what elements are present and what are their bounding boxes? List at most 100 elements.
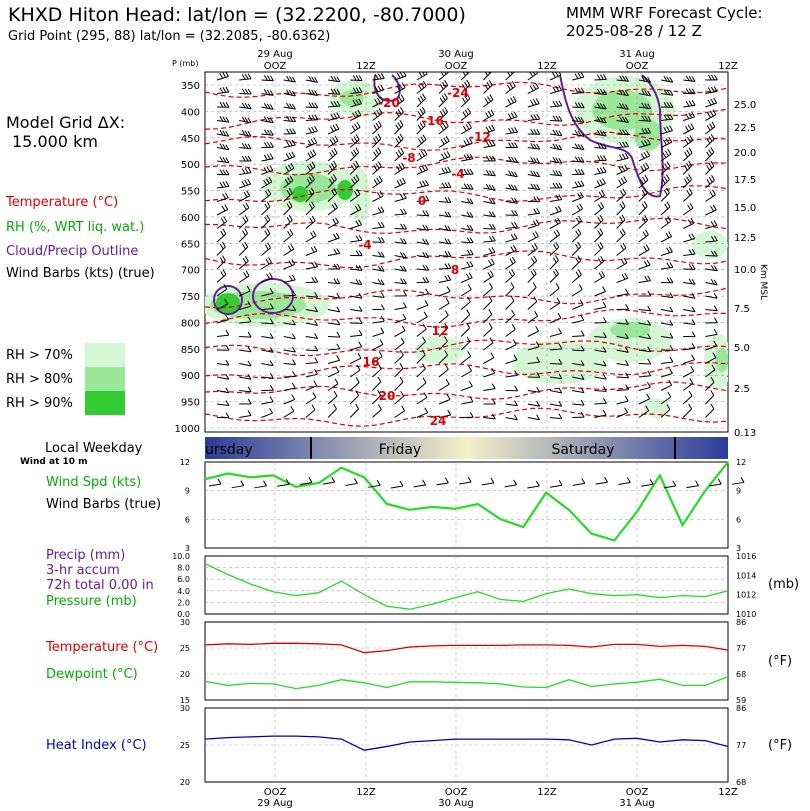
wind-barb-flag — [399, 252, 404, 258]
wind-barb-flag — [310, 187, 315, 194]
wind-barb-flag — [552, 143, 557, 149]
wind-barb — [283, 192, 293, 202]
wind-barb — [238, 195, 250, 202]
wind-barb — [705, 333, 718, 337]
wind-barb-flag — [329, 151, 334, 158]
wind-barb-flag — [355, 220, 360, 226]
wind-barb-flag — [225, 181, 230, 187]
wind-barb-flag — [729, 112, 732, 117]
wind-barb — [283, 363, 296, 365]
wind-barb-flag — [307, 152, 312, 159]
wind-barb-flag — [491, 198, 496, 205]
wind-barb-flag — [552, 101, 557, 107]
surface-wind-barb — [731, 481, 745, 485]
y-tick-label: 25 — [180, 644, 190, 653]
wind-barb — [438, 84, 448, 94]
wind-barb-flag — [441, 153, 445, 159]
wind-barb — [283, 133, 296, 135]
surface-wind-barb-flag — [467, 476, 472, 483]
temperature-contour-label: 12 — [432, 324, 449, 338]
wind-barb — [505, 314, 515, 324]
wind-barb-flag — [466, 93, 471, 99]
precip-label: Precip (mm) — [46, 548, 126, 563]
wind-barb-flag — [643, 151, 648, 158]
wind-barb — [216, 160, 229, 164]
wind-barb-flag — [336, 292, 341, 299]
wind-barb-flag — [417, 124, 422, 131]
wind-barb — [394, 410, 405, 418]
wind-barb-flag — [351, 178, 356, 185]
wind-barb-flag — [574, 143, 579, 149]
wind-barb-flag — [222, 72, 227, 78]
wind-barb-flag — [241, 168, 246, 174]
wind-barb — [283, 234, 294, 243]
wind-barb-flag — [336, 278, 341, 285]
wind-barb-flag — [662, 152, 667, 158]
wind-barb-flag — [558, 400, 563, 407]
wind-barb-flag — [219, 72, 224, 79]
wind-barb — [305, 295, 318, 298]
wind-barb-flag — [574, 181, 579, 188]
wind-barb-flag — [666, 161, 671, 167]
wind-barb-flag — [331, 149, 336, 156]
wind-barb-flag — [243, 191, 248, 198]
wind-barb-flag — [644, 90, 649, 96]
wind-barb-flag — [664, 163, 669, 169]
wind-barb-flag — [220, 217, 225, 224]
wind-barb-flag — [532, 84, 537, 90]
cycle-line2: 2025-08-28 / 12 Z — [566, 22, 702, 40]
wind-barb-flag — [468, 381, 473, 387]
pressure-label: Pressure (mb) — [46, 594, 137, 609]
wind-barb-flag — [580, 387, 585, 393]
wind-barb-flag — [643, 260, 648, 267]
wind-barb-flag — [558, 373, 563, 380]
wind-barb — [305, 336, 318, 339]
wind-barb-flag — [509, 258, 514, 265]
wind-barb — [705, 395, 715, 405]
wind-barb-flag — [510, 112, 515, 118]
wind-barb-flag — [624, 333, 629, 339]
y-tick-label: 6 — [185, 515, 190, 524]
wind-barb-flag — [244, 73, 249, 80]
y-tick-label: 30 — [180, 618, 190, 627]
wind-barb-flag — [395, 138, 400, 144]
wind-barb-flag — [418, 152, 423, 158]
wind-barb — [461, 265, 474, 270]
wind-barb-flag — [399, 133, 404, 140]
wind-barb-flag — [424, 164, 429, 170]
wind-barb-flag — [664, 203, 669, 210]
surface-wind-barb — [504, 484, 517, 488]
bottom-date-label: 29 Aug — [257, 798, 292, 809]
wind-barb-flag — [666, 247, 671, 254]
wind-barb — [438, 72, 449, 81]
top-hour-label: 12Z — [537, 61, 557, 72]
wind-barb-flag — [536, 356, 541, 363]
wind-barb — [416, 397, 428, 405]
wind-barb-flag — [536, 129, 541, 135]
wind-barb-flag — [328, 165, 333, 171]
wind-barb-flag — [425, 179, 429, 186]
wind-barb — [438, 315, 449, 324]
wind-barb-flag — [352, 100, 357, 106]
wind-barb — [660, 266, 673, 270]
wind-barb-flag — [687, 136, 691, 143]
wind-barb-flag — [314, 291, 319, 298]
surface-wind-barb-flag — [581, 478, 586, 484]
wind-barb-flag — [666, 201, 671, 208]
wind-barb — [638, 322, 651, 326]
wind-barb-flag — [490, 352, 495, 358]
wind-barb — [460, 289, 472, 297]
wind-barb-flag — [247, 301, 252, 307]
wind-barb-flag — [623, 176, 628, 182]
wind-barb-flag — [688, 249, 693, 255]
wind-barb-flag — [532, 282, 537, 288]
wind-barb-flag — [736, 192, 739, 197]
wind-barb — [216, 274, 227, 283]
wind-barb-flag — [291, 139, 296, 146]
wind-barb-flag — [469, 198, 474, 204]
top-hour-label: OOZ — [264, 61, 287, 72]
wind-barb-flag — [491, 235, 496, 242]
unit-f1: (°F) — [768, 654, 793, 669]
wind-barb-flag — [286, 102, 290, 109]
